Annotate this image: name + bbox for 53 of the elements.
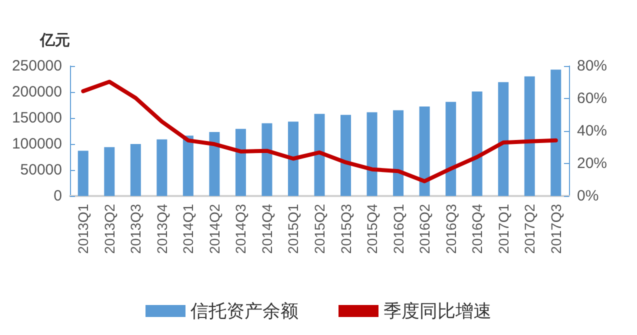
- y-axis-title: 亿元: [39, 32, 70, 49]
- x-tick-label: 2017Q3: [548, 204, 564, 254]
- bar: [262, 123, 272, 196]
- x-tick-label: 2017Q1: [495, 204, 512, 254]
- bar: [498, 82, 509, 196]
- bar: [209, 132, 220, 196]
- y2-tick-label: 0%: [577, 188, 599, 204]
- bar: [419, 106, 430, 196]
- x-tick-label: 2013Q4: [154, 204, 170, 254]
- x-tick-label: 2013Q2: [101, 204, 118, 254]
- x-tick-label: 2017Q2: [522, 204, 538, 254]
- bar: [550, 70, 562, 196]
- x-tick-label: 2014Q4: [258, 204, 275, 254]
- bar: [235, 128, 246, 196]
- x-tick-label: 2013Q3: [128, 204, 144, 254]
- x-tick-label: 2015Q3: [338, 204, 354, 254]
- y2-tick-label: 80%: [577, 58, 608, 74]
- legend-label: 季度同比增速: [384, 301, 492, 321]
- legend-label: 信托资产余额: [190, 301, 298, 321]
- bar: [340, 114, 352, 196]
- y-tick-label: 200000: [12, 84, 62, 100]
- bar: [524, 76, 535, 196]
- y2-tick-label: 20%: [577, 155, 608, 172]
- x-tick-label: 2015Q1: [285, 204, 302, 254]
- bar: [182, 136, 194, 196]
- x-tick-label: 2014Q1: [180, 204, 196, 254]
- bar: [472, 91, 482, 196]
- x-tick-label: 2015Q2: [312, 204, 328, 254]
- bar: [288, 122, 298, 196]
- y-tick-label: 100000: [12, 136, 62, 152]
- x-tick-label: 2016Q3: [442, 204, 459, 254]
- y2-tick-label: 60%: [577, 90, 608, 107]
- bar: [446, 102, 456, 196]
- bar: [156, 139, 168, 196]
- y-tick-label: 0: [54, 188, 62, 204]
- x-tick-label: 2016Q4: [469, 204, 486, 254]
- bar: [104, 147, 115, 196]
- bar: [78, 150, 88, 196]
- x-tick-label: 2014Q2: [206, 204, 222, 254]
- y2-tick-label: 40%: [577, 122, 608, 140]
- x-tick-label: 2016Q1: [390, 204, 406, 254]
- bar: [393, 110, 404, 196]
- bar: [366, 112, 378, 196]
- x-tick-label: 2014Q3: [232, 204, 249, 254]
- y-tick-label: 250000: [12, 58, 62, 74]
- bar: [130, 144, 141, 196]
- y-tick-label: 150000: [12, 110, 62, 126]
- y-tick-label: 50000: [20, 162, 62, 178]
- x-tick-label: 2016Q2: [416, 204, 433, 254]
- x-tick-label: 2015Q4: [364, 204, 380, 254]
- line-series: [81, 80, 558, 184]
- x-tick-label: 2013Q1: [75, 204, 92, 254]
- bar: [314, 114, 325, 196]
